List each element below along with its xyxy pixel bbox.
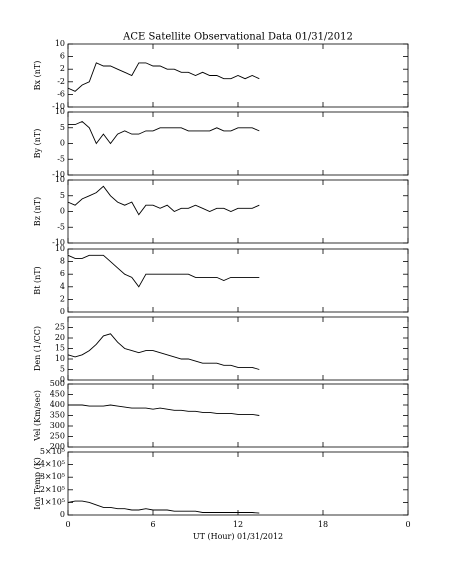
y-tick-label: 2	[60, 294, 65, 303]
y-axis-label: Bz (nT)	[33, 197, 42, 226]
y-tick-label: -5	[57, 154, 65, 163]
y-axis-label: Ion Temp (K)	[33, 457, 42, 510]
data-line	[67, 333, 260, 370]
y-tick-label: 0	[60, 139, 65, 148]
y-tick-label: 6	[60, 269, 65, 278]
y-tick-label: 350	[50, 411, 65, 420]
y-axis-label: Bt (nT)	[33, 266, 42, 294]
y-tick-label: 5	[60, 365, 65, 374]
y-tick-label: 200	[50, 442, 65, 451]
y-tick-label: 4×10⁵	[40, 460, 65, 469]
y-tick-label: 25	[55, 323, 65, 332]
y-tick-label: 5	[60, 191, 65, 200]
y-tick-label: 15	[55, 344, 65, 353]
y-tick-label: 3×10⁵	[40, 472, 65, 481]
x-tick-label: 0	[65, 520, 70, 529]
y-tick-label: 6	[60, 52, 65, 61]
y-tick-label: 450	[50, 390, 65, 399]
data-line	[67, 500, 260, 514]
y-tick-label: -10	[52, 170, 65, 179]
data-line	[68, 404, 260, 416]
y-tick-label: 10	[55, 107, 65, 116]
y-tick-label: 2×10⁵	[40, 485, 65, 494]
y-tick-label: 8	[60, 257, 65, 266]
y-tick-label: 4	[60, 282, 65, 291]
y-tick-label: -5	[57, 222, 65, 231]
y-tick-label: 0	[60, 510, 65, 519]
y-tick-label: 10	[55, 244, 65, 253]
panel-frame	[67, 451, 409, 516]
y-tick-label: 500	[50, 379, 65, 388]
data-line	[67, 185, 260, 216]
y-tick-label: 10	[55, 354, 65, 363]
panel-frame	[67, 179, 409, 244]
y-tick-label: 0	[60, 207, 65, 216]
y-tick-label: 10	[55, 175, 65, 184]
x-axis-label: UT (Hour) 01/31/2012	[193, 532, 283, 541]
y-tick-label: 250	[50, 432, 65, 441]
panel-frame	[67, 111, 409, 176]
panel-frame	[67, 316, 409, 381]
y-tick-label: -10	[52, 102, 65, 111]
x-tick-label: 12	[233, 520, 243, 529]
y-tick-label: -6	[57, 89, 65, 98]
panel-frame	[67, 383, 409, 448]
y-tick-label: 10	[55, 39, 65, 48]
y-tick-label: 20	[55, 333, 65, 342]
y-tick-label: 5×10⁵	[40, 447, 65, 456]
y-tick-label: 400	[50, 400, 65, 409]
y-tick-label: -2	[57, 77, 65, 86]
y-axis-label: By (nT)	[33, 129, 42, 159]
y-axis-label: Vel (Km/sec)	[33, 390, 42, 442]
data-line	[67, 254, 260, 288]
panel-frame	[67, 248, 409, 313]
x-tick-label: 6	[150, 520, 155, 529]
y-tick-label: 2	[60, 64, 65, 73]
y-tick-label: 0	[60, 307, 65, 316]
y-tick-label: 5	[60, 123, 65, 132]
x-tick-label: 18	[318, 520, 328, 529]
data-line	[67, 62, 260, 92]
y-axis-label: Bx (nT)	[33, 61, 42, 91]
y-tick-label: 300	[50, 421, 65, 430]
y-tick-label: 0	[60, 375, 65, 384]
y-tick-label: 1×10⁵	[40, 497, 65, 506]
x-tick-label: 0	[405, 520, 410, 529]
chart-title: ACE Satellite Observational Data 01/31/2…	[122, 32, 353, 43]
y-axis-label: Den (1/CC)	[33, 326, 42, 371]
y-tick-label: -10	[52, 238, 65, 247]
data-line	[68, 120, 260, 145]
